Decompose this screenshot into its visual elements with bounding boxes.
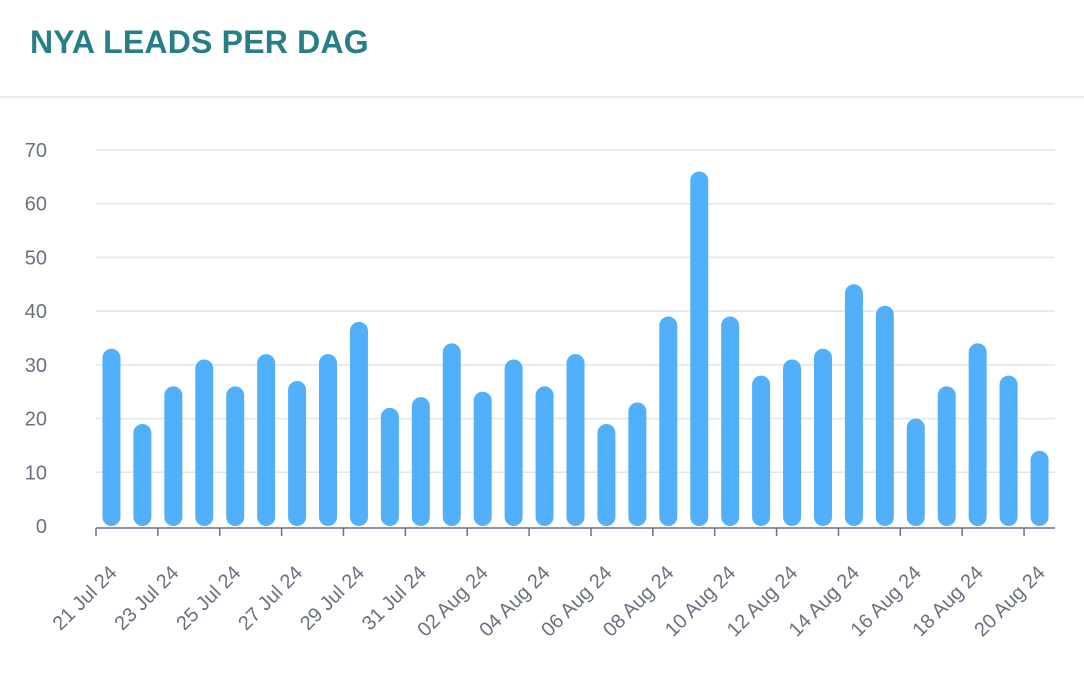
bar-09-aug-24	[690, 171, 709, 526]
bar-03-aug-24	[504, 359, 523, 526]
bar-21-jul-24	[102, 348, 121, 526]
bar-08-aug-24	[659, 316, 678, 526]
bar-31-jul-24	[411, 397, 430, 526]
bar-11-aug-24	[752, 375, 771, 526]
y-tick-label: 20	[25, 409, 47, 431]
x-tick-label: 25 Jul 24	[172, 562, 245, 635]
y-tick-label: 10	[25, 462, 47, 484]
bar-13-aug-24	[813, 348, 832, 526]
y-tick-label: 40	[25, 301, 47, 323]
bar-15-aug-24	[875, 305, 894, 526]
x-tick-label: 27 Jul 24	[234, 562, 307, 635]
bar-18-aug-24	[968, 343, 987, 526]
bar-24-jul-24	[195, 359, 214, 526]
bar-30-jul-24	[380, 407, 399, 526]
bar-26-jul-24	[257, 354, 276, 526]
y-tick-label: 60	[25, 194, 47, 216]
y-tick-label: 0	[36, 516, 47, 538]
bar-20-aug-24	[1030, 450, 1049, 526]
y-tick-label: 50	[25, 247, 47, 269]
x-tick-label: 21 Jul 24	[49, 562, 122, 635]
bar-16-aug-24	[906, 418, 925, 526]
bar-01-aug-24	[442, 343, 461, 526]
bar-12-aug-24	[783, 359, 802, 526]
chart-header: NYA LEADS PER DAG	[0, 0, 1084, 98]
x-tick-label: 29 Jul 24	[296, 562, 369, 635]
bar-02-aug-24	[473, 391, 492, 526]
y-tick-label: 70	[25, 140, 47, 162]
bar-28-jul-24	[319, 354, 338, 526]
bar-19-aug-24	[999, 375, 1018, 526]
bar-04-aug-24	[535, 386, 554, 526]
bar-06-aug-24	[597, 423, 616, 526]
bar-14-aug-24	[844, 284, 863, 526]
bar-25-jul-24	[226, 386, 245, 526]
x-tick-label: 23 Jul 24	[110, 562, 183, 635]
bar-17-aug-24	[937, 386, 956, 526]
bar-27-jul-24	[288, 380, 307, 526]
bar-22-jul-24	[133, 423, 152, 526]
bar-07-aug-24	[628, 402, 647, 526]
bar-10-aug-24	[721, 316, 740, 526]
bar-05-aug-24	[566, 354, 585, 526]
chart-title: NYA LEADS PER DAG	[30, 24, 369, 60]
y-tick-label: 30	[25, 355, 47, 377]
bar-23-jul-24	[164, 386, 183, 526]
bar-29-jul-24	[349, 321, 368, 526]
